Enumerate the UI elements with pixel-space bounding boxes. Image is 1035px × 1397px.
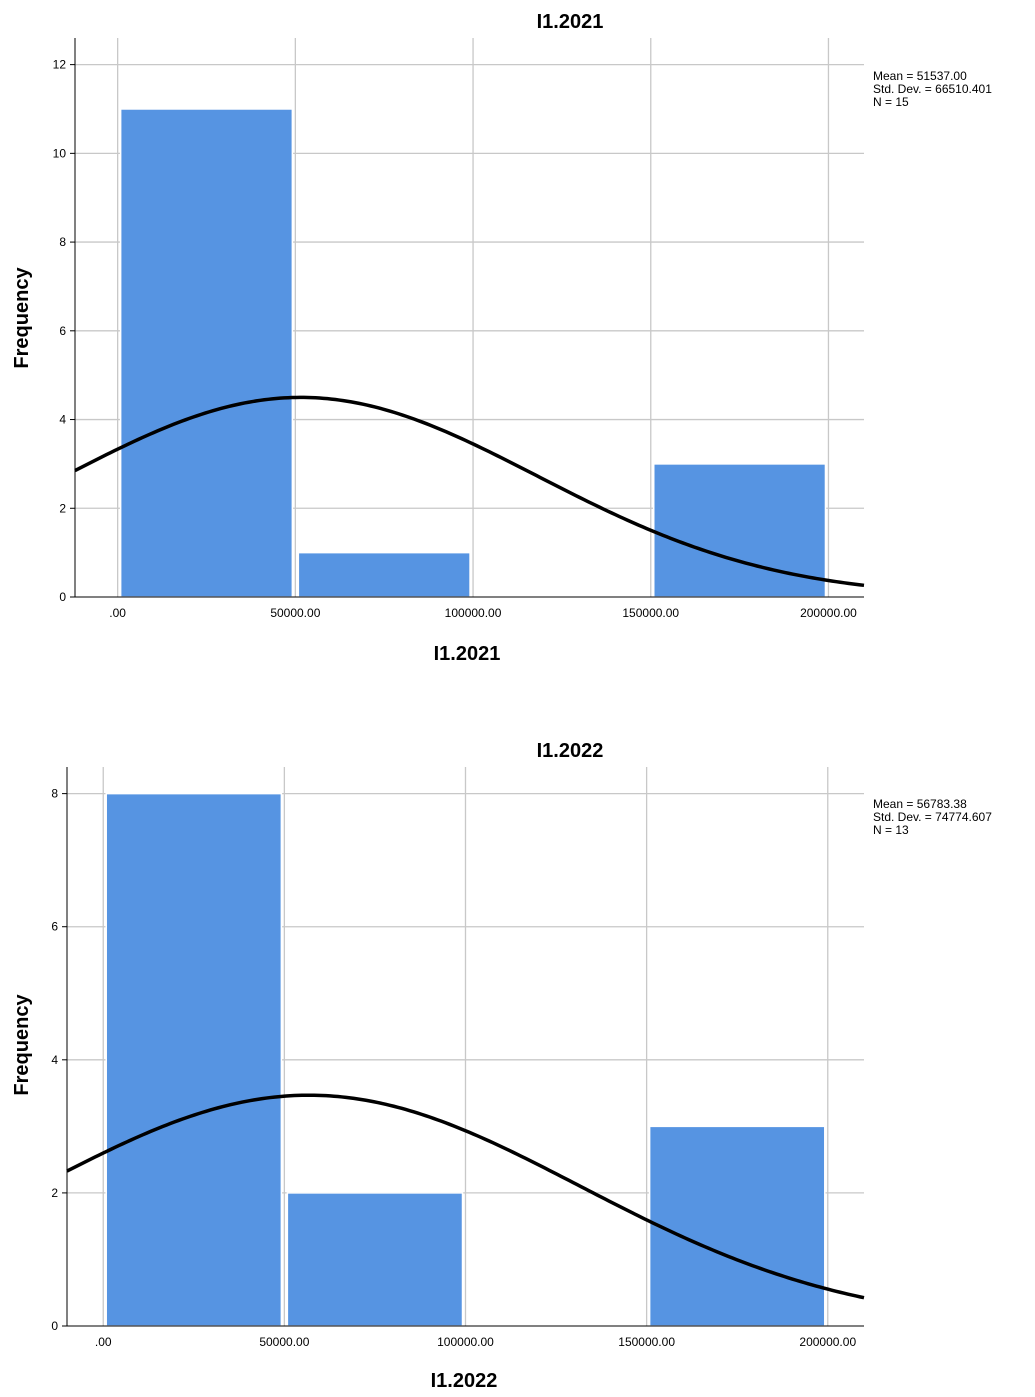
- x-tick-label: 200000.00: [800, 606, 857, 620]
- stats-std-dev: Std. Dev. = 66510.401: [873, 82, 992, 96]
- normal-curve-layer: [66, 1093, 865, 1300]
- axis-layer: [70, 38, 864, 598]
- y-tick-label: 4: [51, 1053, 58, 1067]
- normal-curve-layer: [74, 395, 865, 588]
- x-axis-title: I1.2021: [434, 643, 501, 665]
- tick-layer: 0 2 4 6 8 .00 50000.00 100000.00 150000.00 200000…: [51, 787, 856, 1349]
- y-tick-label: 8: [59, 235, 66, 249]
- x-tick-label: 150000.00: [618, 1335, 675, 1349]
- stats-mean: Mean = 56783.38: [873, 797, 967, 811]
- y-tick-label: 4: [59, 413, 66, 427]
- normal-curve: [74, 395, 865, 588]
- stats-std-dev: Std. Dev. = 74774.607: [873, 810, 992, 824]
- chart-title: I1.2021: [537, 11, 604, 33]
- x-tick-label: 150000.00: [622, 606, 679, 620]
- x-tick-label: 50000.00: [270, 606, 320, 620]
- y-axis-title: Frequency: [11, 994, 33, 1096]
- stats-mean: Mean = 51537.00: [873, 69, 967, 83]
- y-tick-label: 0: [51, 1319, 58, 1333]
- y-tick-label: 10: [53, 146, 67, 160]
- x-tick-label: .00: [109, 606, 126, 620]
- x-tick-label: 200000.00: [799, 1335, 856, 1349]
- y-tick-label: 8: [51, 787, 58, 801]
- y-tick-label: 6: [59, 324, 66, 338]
- histogram-bar: [286, 1192, 464, 1327]
- chart-title: I1.2022: [537, 740, 604, 762]
- y-tick-label: 2: [59, 501, 66, 515]
- histogram-bar: [297, 551, 471, 598]
- histogram-chart-2022: I1.2022 0 2 4 6 8 .00 50000.00 100000.00 150000.…: [11, 740, 992, 1392]
- x-tick-label: .00: [95, 1335, 112, 1349]
- tick-layer: 0 2 4 6 8 10 12 .00 50000.00 100000.00 150000.00 20…: [53, 58, 858, 620]
- stats-n: N = 13: [873, 823, 909, 837]
- normal-curve: [66, 1093, 865, 1300]
- histogram-bar: [105, 792, 283, 1327]
- stats-n: N = 15: [873, 95, 909, 109]
- y-tick-label: 0: [59, 590, 66, 604]
- y-tick-label: 2: [51, 1186, 58, 1200]
- x-axis-title: I1.2022: [431, 1370, 498, 1392]
- histogram-bar: [648, 1125, 826, 1327]
- y-tick-label: 12: [53, 58, 67, 72]
- x-tick-label: 50000.00: [259, 1335, 309, 1349]
- x-tick-label: 100000.00: [445, 606, 502, 620]
- histogram-bar: [119, 108, 294, 598]
- x-tick-label: 100000.00: [437, 1335, 494, 1349]
- histogram-chart-2021: I1.2021 0 2 4 6 8 10 12 .00 50000.00 100000.00 150…: [11, 11, 992, 665]
- bar-layer: [105, 792, 826, 1327]
- y-tick-label: 6: [51, 920, 58, 934]
- y-axis-title: Frequency: [11, 267, 33, 369]
- axis-layer: [62, 767, 864, 1327]
